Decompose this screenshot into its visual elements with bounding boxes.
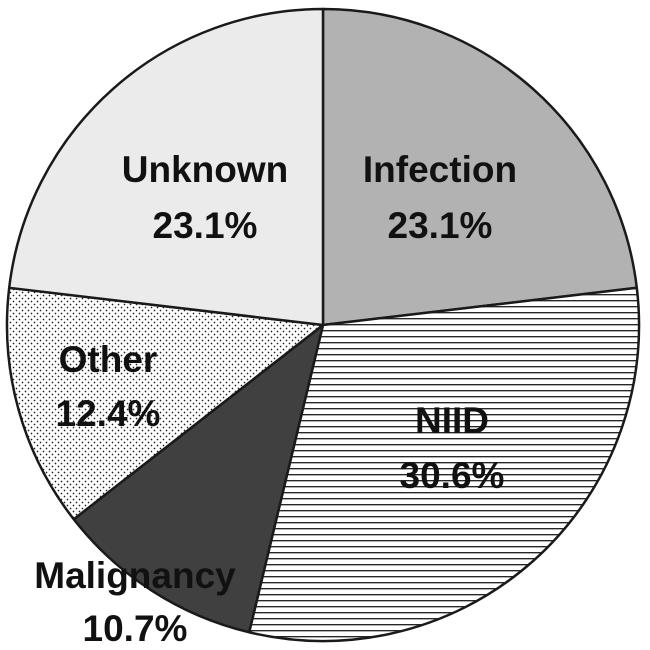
pie-slices bbox=[5, 7, 641, 643]
slice-label-niid: NIID bbox=[415, 400, 489, 441]
pie-slice-niid bbox=[247, 286, 641, 643]
pie-slice-other bbox=[5, 286, 325, 521]
slice-label-malignancy: Malignancy bbox=[34, 555, 236, 596]
slice-value-unknown: 23.1% bbox=[153, 205, 258, 246]
pie-labels: Infection 23.1% NIID 30.6% Malignancy 10.7% Ot… bbox=[34, 149, 517, 649]
slice-label-unknown: Unknown bbox=[122, 149, 288, 190]
slice-value-niid: 30.6% bbox=[400, 455, 505, 496]
slice-label-other: Other bbox=[59, 339, 158, 380]
slice-value-other: 12.4% bbox=[56, 393, 161, 434]
pie-slice-malignancy bbox=[72, 323, 325, 634]
pie-slice-unknown bbox=[7, 7, 325, 327]
slice-value-malignancy: 10.7% bbox=[83, 608, 188, 649]
slice-value-infection: 23.1% bbox=[388, 205, 493, 246]
pie-slice-infection bbox=[321, 7, 639, 327]
slice-label-infection: Infection bbox=[363, 149, 517, 190]
